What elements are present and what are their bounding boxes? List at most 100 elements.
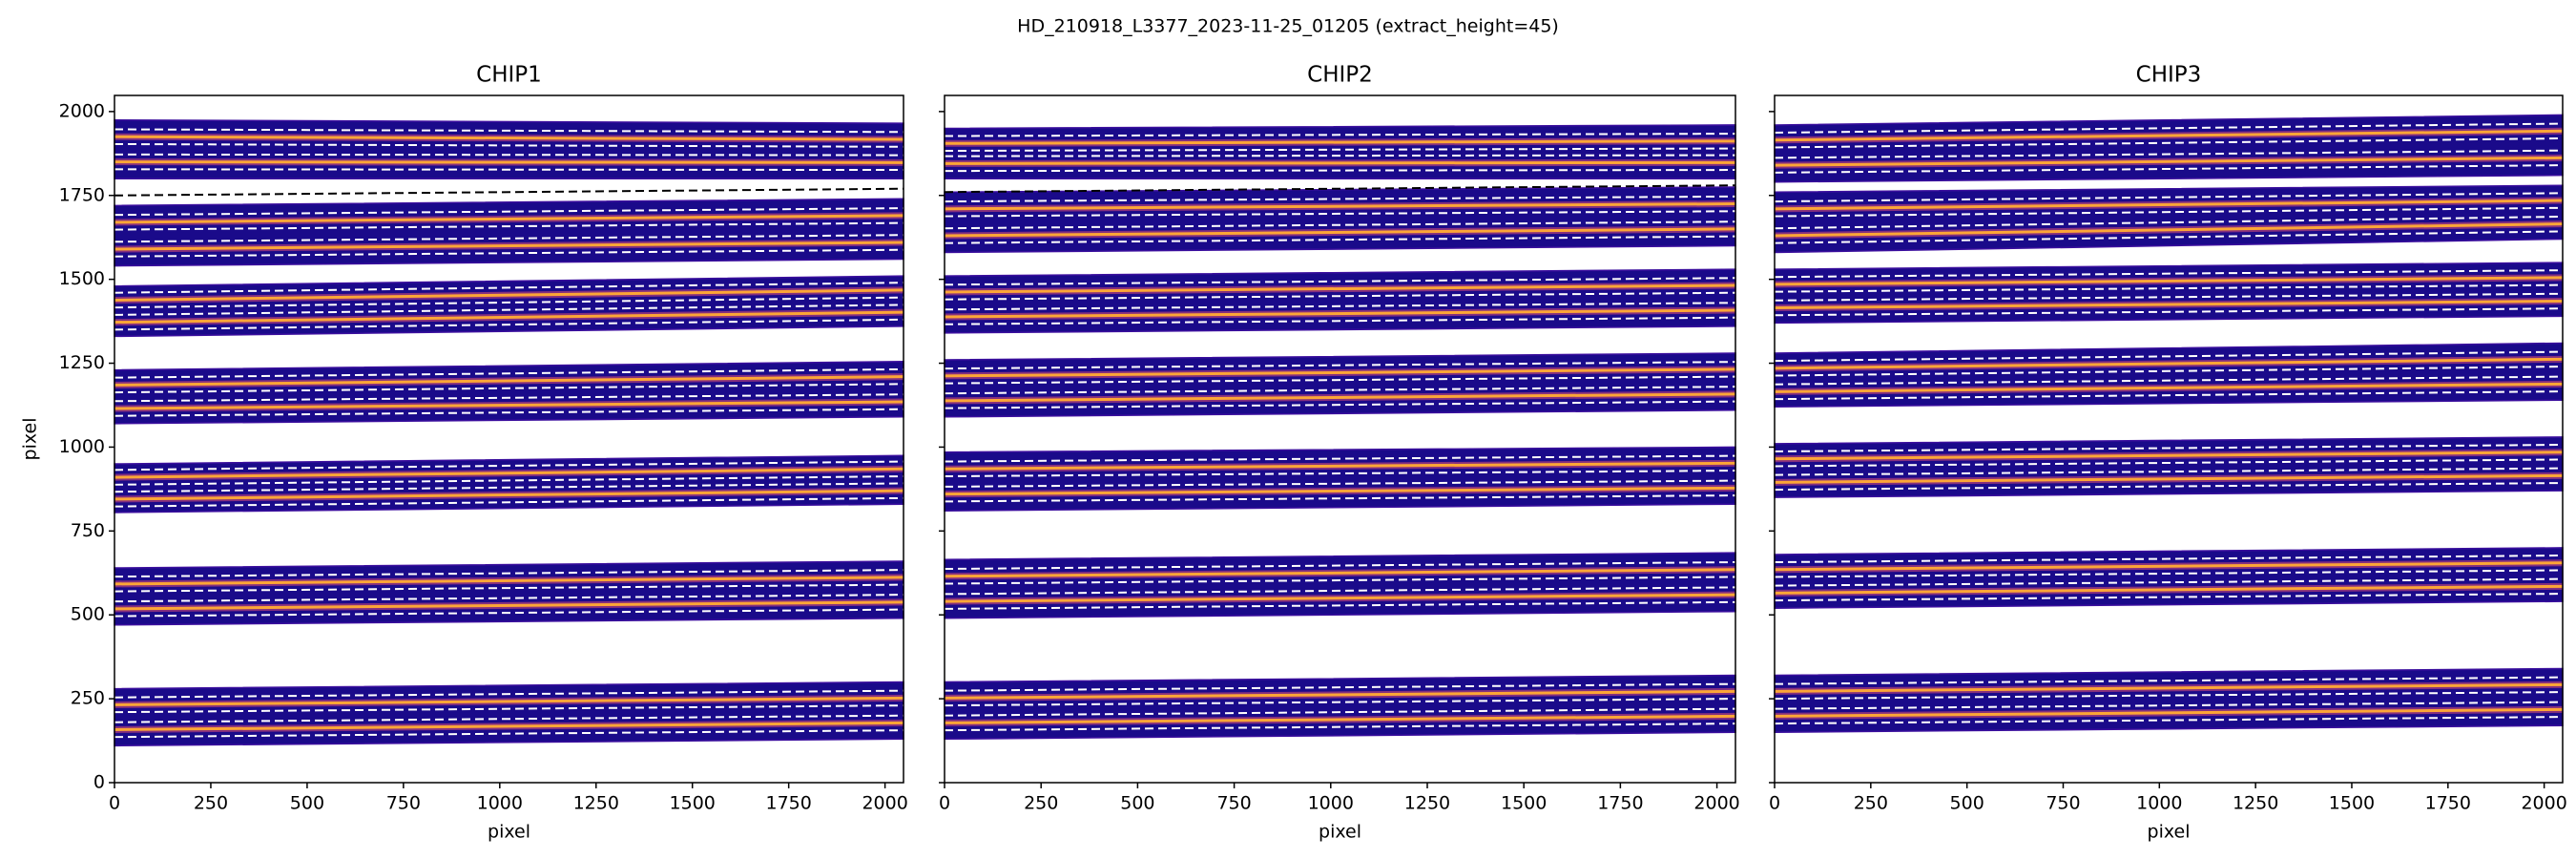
extraction-limit — [1774, 307, 2564, 317]
x-tick-label: 1250 — [1404, 793, 1450, 814]
extraction-limit — [1774, 458, 2564, 468]
extraction-limit — [944, 220, 1736, 230]
extraction-limit — [114, 153, 904, 157]
x-tick-label: 1000 — [477, 793, 523, 814]
x-tick-label: 0 — [939, 793, 950, 814]
extraction-limit — [1774, 164, 2564, 174]
extraction-limit — [1774, 569, 2564, 578]
extraction-limit — [1774, 350, 2564, 363]
x-axis-label: pixel — [488, 822, 530, 843]
y-tick-label: 2000 — [59, 100, 105, 121]
trace-line — [944, 593, 1736, 603]
x-tick-label: 500 — [1120, 793, 1154, 814]
extraction-limit — [944, 277, 1736, 286]
extraction-limit — [944, 195, 1736, 203]
extraction-limit — [1774, 443, 2564, 453]
x-tick-label: 1500 — [1501, 793, 1547, 814]
axes-title: CHIP3 — [2136, 63, 2202, 88]
extraction-limit — [1774, 593, 2564, 602]
x-tick-label: 1000 — [1308, 793, 1354, 814]
extraction-limit — [944, 470, 1736, 478]
x-tick-label: 1750 — [1597, 793, 1643, 814]
trace-line — [944, 568, 1736, 578]
extraction-limit — [1774, 467, 2564, 476]
extraction-limit — [1774, 283, 2564, 293]
trace-line — [1774, 473, 2564, 484]
trace-line — [1774, 300, 2564, 310]
x-tick-label: 2000 — [862, 793, 907, 814]
extraction-limit — [114, 383, 904, 394]
trace-line — [944, 139, 1736, 145]
extraction-limit — [1774, 192, 2564, 203]
axes-title: CHIP2 — [1307, 63, 1373, 88]
extraction-limit — [944, 698, 1736, 707]
x-tick-label: 1250 — [573, 793, 619, 814]
trace-line — [944, 160, 1736, 165]
extraction-limit — [1774, 206, 2564, 218]
extraction-limit — [1774, 215, 2564, 230]
trace-line — [114, 310, 904, 325]
extraction-limit — [114, 704, 904, 714]
extraction-limit — [1774, 716, 2564, 725]
extraction-limit — [114, 594, 904, 603]
extraction-limit — [114, 475, 904, 486]
extraction-limit — [114, 608, 904, 618]
extraction-limit — [114, 304, 904, 316]
extraction-limit — [114, 296, 904, 309]
extraction-limit — [114, 689, 904, 699]
trace-line — [114, 160, 904, 164]
extraction-limit — [114, 248, 904, 258]
x-tick-label: 0 — [1769, 793, 1780, 814]
trace-line — [114, 214, 904, 224]
extraction-limit — [944, 361, 1736, 370]
trace-line — [1774, 561, 2564, 572]
extraction-limit — [944, 561, 1736, 571]
x-tick-label: 1000 — [2136, 793, 2182, 814]
x-tick-label: 1500 — [670, 793, 716, 814]
x-tick-label: 2000 — [1693, 793, 1739, 814]
y-tick-label: 250 — [71, 688, 105, 709]
extraction-limit — [1774, 577, 2564, 587]
extraction-limit — [944, 479, 1736, 488]
extraction-limit — [944, 302, 1736, 311]
trace-line — [114, 489, 904, 501]
y-tick-label: 1500 — [59, 268, 105, 289]
extraction-limit — [944, 133, 1736, 137]
extraction-limit — [944, 169, 1736, 173]
extraction-limit — [1774, 482, 2564, 492]
trace-line — [944, 392, 1736, 403]
trace-line — [944, 308, 1736, 319]
trace-line — [114, 696, 904, 706]
x-axis-label: pixel — [1319, 822, 1361, 843]
extraction-limit — [114, 142, 904, 148]
extraction-limit — [114, 408, 904, 417]
extraction-limit — [944, 682, 1736, 692]
extraction-limit — [944, 454, 1736, 463]
x-tick-label: 750 — [1216, 793, 1251, 814]
extraction-limit — [944, 586, 1736, 596]
x-axis-label: pixel — [2148, 822, 2191, 843]
trace-line — [114, 400, 904, 410]
extraction-limit — [114, 282, 904, 294]
trace-line — [944, 714, 1736, 724]
x-tick-label: 1750 — [2425, 793, 2471, 814]
trace-line — [944, 689, 1736, 700]
extraction-limit — [944, 576, 1736, 585]
extraction-limit — [1774, 366, 2564, 377]
trace-line — [114, 467, 904, 479]
extraction-limit — [114, 482, 904, 493]
axes-frame — [1774, 94, 2564, 784]
extraction-limit — [114, 168, 904, 172]
trace-line — [114, 241, 904, 251]
extraction-limit — [944, 154, 1736, 157]
extraction-limit — [114, 460, 904, 471]
extraction-limit — [944, 723, 1736, 732]
figure-title: HD_210918_L3377_2023-11-25_01205 (extrac… — [1017, 16, 1559, 37]
extraction-limit — [114, 207, 904, 217]
extraction-limit — [944, 375, 1736, 385]
trace-line — [114, 135, 904, 141]
reference-line — [944, 184, 1736, 194]
extraction-limit — [1774, 676, 2564, 685]
x-tick-label: 2000 — [2521, 793, 2566, 814]
